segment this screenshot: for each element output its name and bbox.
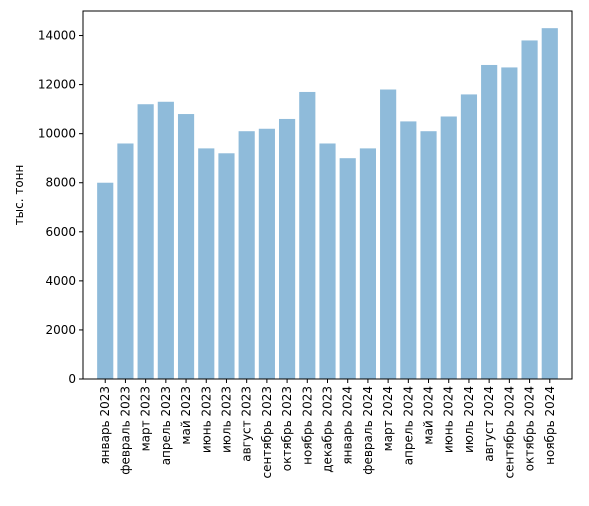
- y-tick-label: 4000: [45, 274, 76, 288]
- bar: [420, 131, 437, 379]
- x-tick-label: январь 2023: [98, 386, 112, 465]
- x-tick-label: октябрь 2024: [523, 386, 537, 471]
- bar: [299, 91, 316, 380]
- x-tick-label: сентябрь 2024: [502, 386, 516, 478]
- bar: [541, 28, 558, 379]
- bar: [238, 131, 255, 379]
- bar: [339, 158, 356, 379]
- x-tick-label: ноябрь 2024: [543, 386, 557, 465]
- x-axis: январь 2023 февраль 2023 март 2023 апрель 2…: [98, 379, 557, 478]
- bar: [400, 121, 417, 380]
- y-axis: 0 2000 4000 6000 8000 10000 12000 14000: [38, 29, 83, 386]
- x-tick-label: февраль 2024: [361, 386, 375, 475]
- x-tick-label: сентябрь 2023: [260, 386, 274, 478]
- x-tick-label: октябрь 2023: [280, 386, 294, 471]
- bar: [97, 182, 114, 379]
- x-tick-label: май 2023: [179, 386, 193, 445]
- bar: [521, 40, 538, 379]
- y-axis-label: тыс. тонн: [12, 165, 26, 226]
- bar: [137, 104, 154, 379]
- y-tick-label: 6000: [45, 225, 76, 239]
- x-tick-label: ноябрь 2023: [300, 386, 314, 465]
- y-tick-label: 8000: [45, 176, 76, 190]
- x-tick-label: январь 2024: [341, 386, 355, 465]
- x-tick-label: апрель 2023: [159, 386, 173, 465]
- y-tick-label: 0: [68, 372, 76, 386]
- x-tick-label: июль 2024: [462, 386, 476, 453]
- bar: [319, 143, 336, 379]
- bar: [359, 148, 376, 379]
- x-tick-label: март 2023: [139, 386, 153, 451]
- bar: [481, 64, 498, 379]
- y-tick-label: 12000: [38, 78, 76, 92]
- y-tick-label: 2000: [45, 323, 76, 337]
- x-tick-label: август 2023: [240, 386, 254, 462]
- x-tick-label: июль 2023: [219, 386, 233, 453]
- bar: [460, 94, 478, 379]
- bars-group: [97, 28, 558, 380]
- x-tick-label: март 2024: [381, 386, 395, 451]
- bar: [177, 114, 195, 379]
- x-tick-label: декабрь 2023: [321, 386, 335, 473]
- bar: [117, 143, 134, 379]
- bar: [218, 153, 235, 379]
- bar: [258, 128, 275, 379]
- x-tick-label: август 2024: [482, 386, 496, 462]
- bar: [157, 101, 174, 380]
- x-tick-label: февраль 2023: [118, 386, 132, 475]
- y-tick-label: 10000: [38, 127, 76, 141]
- bar: [501, 67, 518, 380]
- bar: [198, 148, 215, 379]
- bar: [279, 118, 296, 379]
- y-tick-label: 14000: [38, 29, 76, 43]
- x-tick-label: июнь 2023: [199, 386, 213, 453]
- x-tick-label: май 2024: [422, 386, 436, 445]
- x-tick-label: июнь 2024: [442, 386, 456, 453]
- x-tick-label: апрель 2024: [401, 386, 415, 465]
- bar: [380, 89, 397, 379]
- bar: [440, 116, 457, 380]
